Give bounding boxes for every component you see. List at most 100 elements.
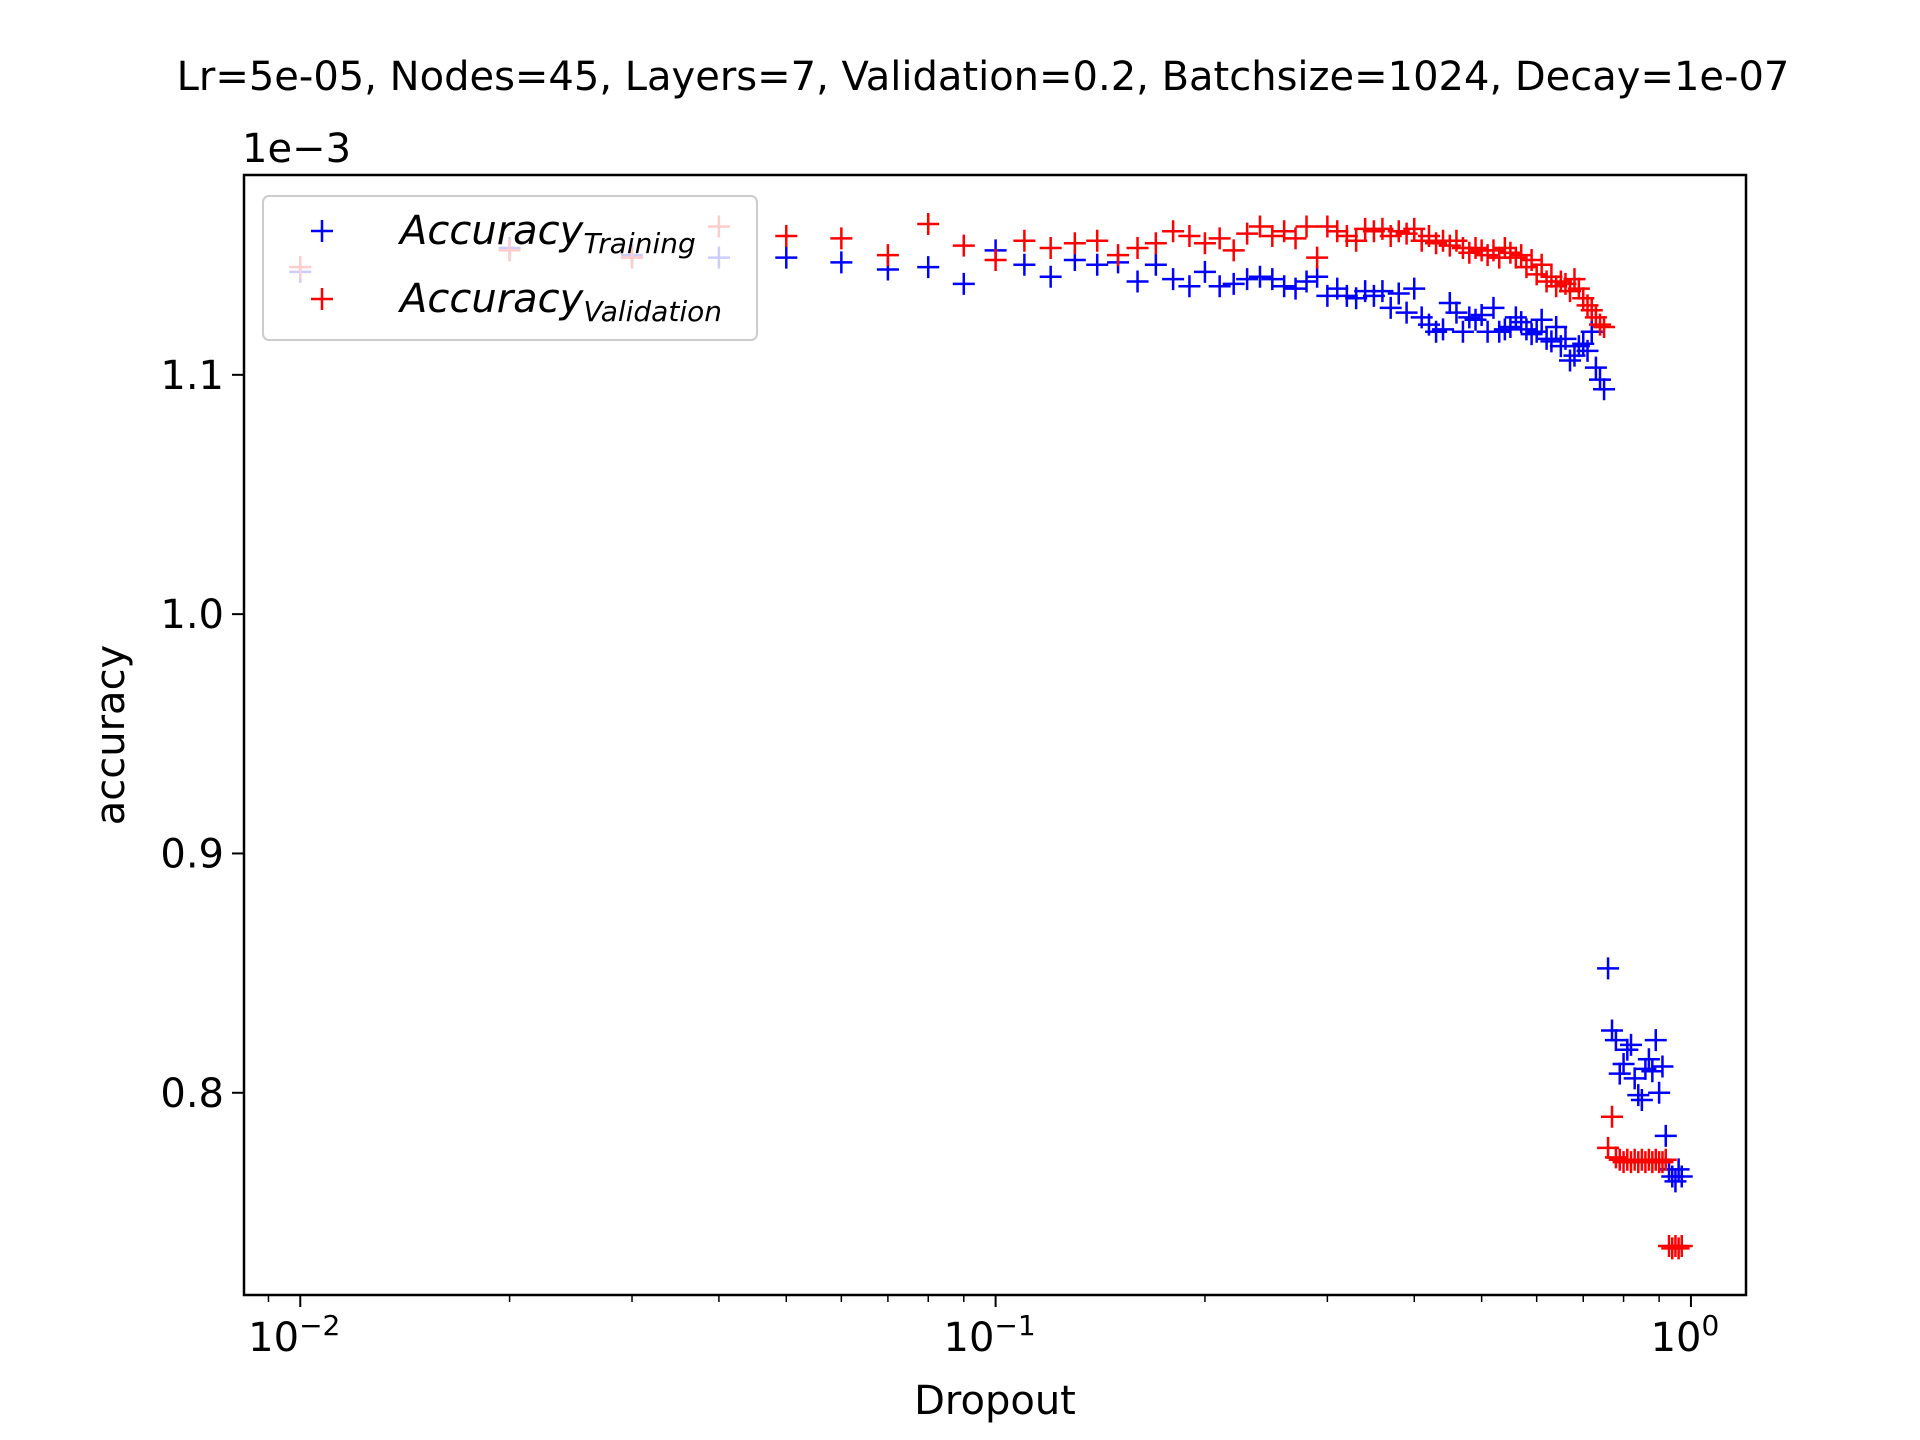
data-point: [1540, 330, 1563, 353]
data-point: [1493, 236, 1516, 259]
data-point: [1637, 1048, 1660, 1071]
data-point: [1549, 270, 1572, 293]
data-point: [1563, 268, 1586, 291]
data-point: [1584, 356, 1607, 379]
data-point: [775, 225, 798, 248]
y-axis-ticks: 0.8 0.9 1.0 1.1: [160, 353, 244, 1117]
data-point: [1623, 1067, 1646, 1090]
plot-frame: [242, 173, 1748, 1297]
data-point: [917, 256, 940, 279]
x-tick-label: 10−2: [248, 1309, 340, 1361]
data-point: [1567, 277, 1590, 300]
data-point: [917, 213, 940, 236]
data-point: [1126, 270, 1149, 293]
data-point: [1284, 227, 1307, 250]
data-point: [1445, 301, 1468, 324]
data-point: [1589, 368, 1612, 391]
data-points: [289, 213, 1693, 1260]
data-point: [1086, 229, 1109, 252]
legend-label: AccuracyTraining: [397, 208, 696, 260]
data-point: [1567, 335, 1590, 358]
data-point: [1086, 253, 1109, 276]
data-point: [1597, 957, 1620, 980]
data-point: [1520, 248, 1543, 271]
data-point: [1208, 227, 1231, 250]
data-point: [1510, 244, 1533, 267]
data-point: [1316, 215, 1339, 238]
y-tick-label: 0.8: [160, 1071, 224, 1117]
data-point: [1326, 220, 1349, 243]
data-point: [1627, 1084, 1650, 1107]
data-point: [1641, 1060, 1664, 1083]
data-point: [1520, 323, 1543, 346]
data-point: [1222, 272, 1245, 295]
data-point: [1593, 315, 1616, 338]
y-tick-label: 1.0: [160, 592, 224, 638]
data-point: [1620, 1033, 1643, 1056]
data-point: [1063, 232, 1086, 255]
data-point: [1470, 304, 1493, 326]
data-point: [984, 248, 1007, 271]
data-point: [1654, 1148, 1677, 1171]
data-point: [1589, 313, 1612, 336]
data-point: [1236, 268, 1259, 291]
data-point: [1236, 222, 1259, 245]
data-point: [1616, 1038, 1639, 1061]
data-point: [1593, 378, 1616, 401]
y-tick-label: 0.9: [160, 831, 224, 877]
data-point: [1545, 315, 1568, 338]
x-tick-label: 100: [1651, 1309, 1720, 1361]
data-point: [1178, 225, 1201, 248]
data-point: [1126, 236, 1149, 259]
data-point: [1013, 229, 1036, 252]
data-point: [1345, 229, 1368, 252]
data-point: [1107, 244, 1130, 267]
data-point: [1144, 253, 1167, 276]
data-point: [952, 234, 975, 257]
data-point: [1651, 1055, 1674, 1078]
data-point: [876, 244, 899, 267]
data-point: [1499, 241, 1522, 264]
data-point: [1535, 327, 1558, 350]
data-point: [1395, 301, 1418, 324]
data-point: [1559, 349, 1582, 372]
data-point: [1193, 260, 1216, 283]
data-point: [1499, 315, 1522, 338]
data-point: [1488, 320, 1511, 343]
x-axis-label: Dropout: [914, 1378, 1076, 1424]
data-point: [1540, 265, 1563, 288]
data-point: [830, 251, 853, 274]
legend-marker: [311, 288, 333, 310]
data-point: [1563, 344, 1586, 367]
data-point: [1608, 1062, 1631, 1085]
legend-box: [262, 195, 758, 341]
data-point: [1306, 265, 1329, 288]
data-point: [775, 246, 798, 269]
data-point: [1504, 246, 1527, 269]
data-point: [1039, 236, 1062, 259]
data-point: [1604, 1029, 1627, 1052]
data-point: [1559, 280, 1582, 303]
data-point: [1644, 1029, 1667, 1052]
data-point: [1451, 320, 1474, 343]
data-point: [1504, 306, 1527, 329]
data-point: [1013, 253, 1036, 276]
data-point: [1554, 327, 1577, 350]
data-point: [1162, 220, 1185, 243]
data-point: [952, 272, 975, 295]
data-point: [1612, 1053, 1635, 1076]
data-point: [1208, 275, 1231, 298]
x-axis-ticks: 10−2 10−1 100: [248, 1295, 1719, 1361]
y-axis-label: accuracy: [88, 645, 134, 825]
data-point: [1273, 220, 1296, 243]
data-point: [1601, 1019, 1624, 1042]
data-point: [1371, 280, 1394, 303]
legend-marker: [311, 220, 333, 242]
data-point: [1667, 1237, 1690, 1260]
data-point: [1144, 232, 1167, 255]
data-point: [1261, 268, 1284, 291]
data-point: [1654, 1124, 1677, 1147]
data-point: [1651, 1151, 1674, 1174]
data-point: [1530, 253, 1553, 276]
